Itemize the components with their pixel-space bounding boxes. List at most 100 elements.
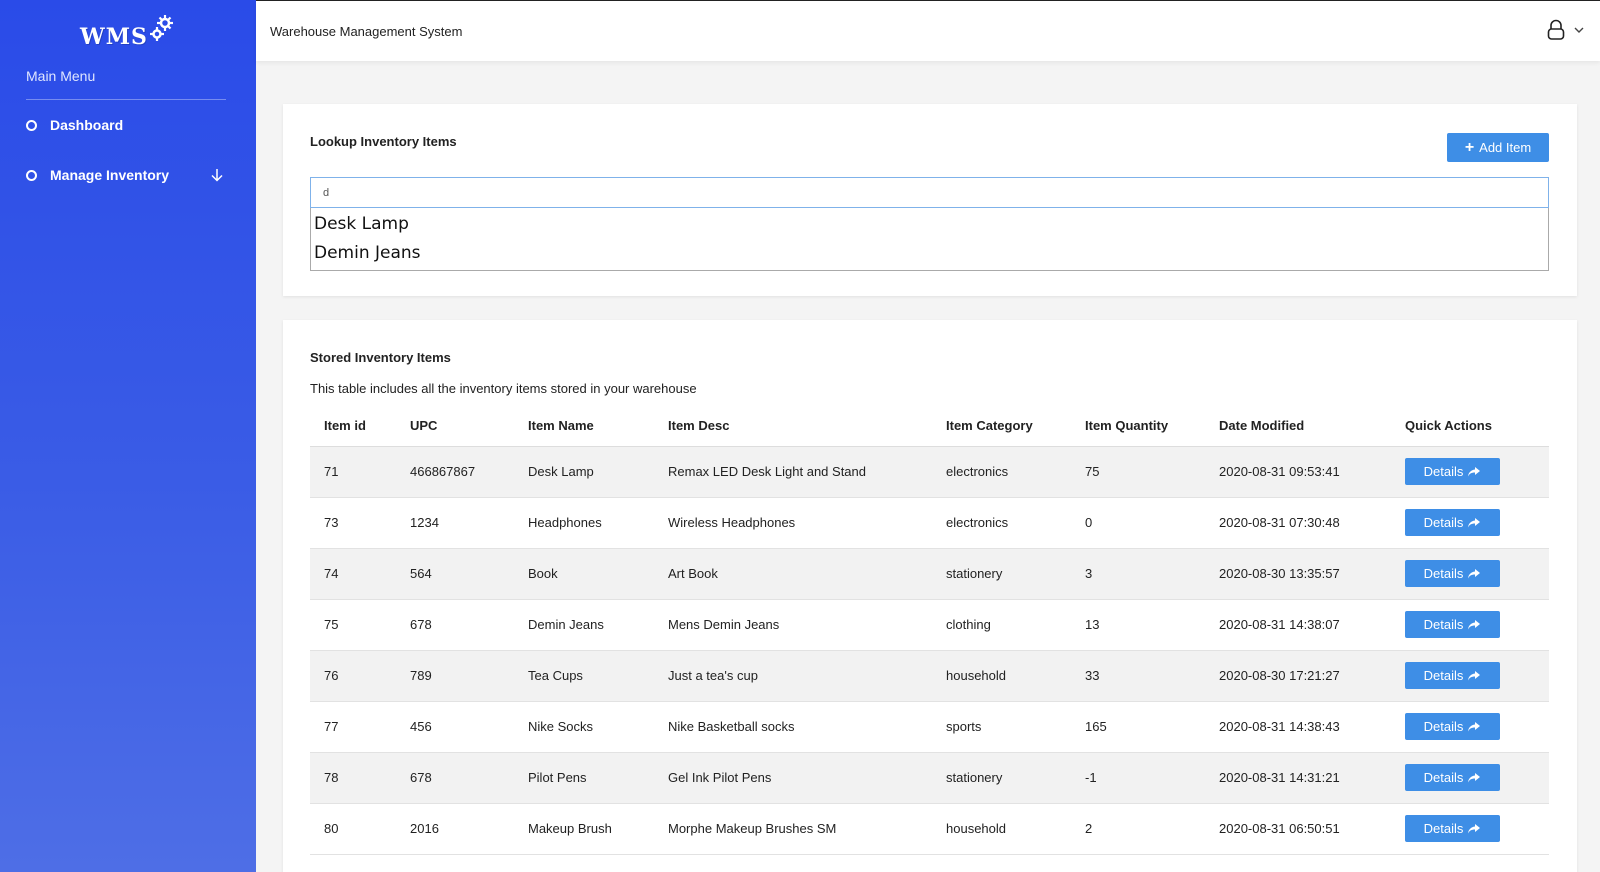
- cell-quick-actions: Details: [1391, 650, 1549, 702]
- circle-icon: [26, 119, 37, 131]
- details-button[interactable]: Details: [1405, 764, 1500, 791]
- col-header-item-name[interactable]: Item Name: [514, 406, 654, 447]
- cell-quick-actions: Details: [1391, 548, 1549, 600]
- details-label: Details: [1423, 668, 1464, 683]
- plus-icon: +: [1464, 138, 1475, 156]
- stored-card: Stored Inventory Items This table includ…: [283, 320, 1577, 872]
- cell-item-name: Tea Cups: [514, 650, 654, 702]
- cell-item-id: 76: [310, 650, 396, 702]
- sidebar-item-dashboard[interactable]: Dashboard: [26, 110, 226, 140]
- cell-upc: 1234: [396, 497, 514, 549]
- cell-upc: 789: [396, 650, 514, 702]
- details-button[interactable]: Details: [1405, 662, 1500, 689]
- cell-item-id: 77: [310, 701, 396, 753]
- col-header-item-quantity[interactable]: Item Quantity: [1071, 406, 1205, 447]
- details-label: Details: [1423, 515, 1464, 530]
- share-arrow-icon: [1468, 466, 1481, 476]
- logo-text: WMS: [80, 24, 148, 50]
- cell-item-id: 71: [310, 446, 396, 498]
- inventory-search-input[interactable]: [310, 177, 1549, 208]
- share-arrow-icon: [1468, 517, 1481, 527]
- cell-date-modified: 2020-08-31 09:53:41: [1205, 446, 1391, 498]
- top-bar: Warehouse Management System: [256, 0, 1600, 61]
- share-arrow-icon: [1468, 568, 1481, 578]
- cell-date-modified: 2020-08-31 14:31:21: [1205, 752, 1391, 804]
- cell-item-desc: Wireless Headphones: [654, 497, 932, 549]
- share-arrow-icon: [1468, 619, 1481, 629]
- cell-quick-actions: Details: [1391, 446, 1549, 498]
- inventory-table: Item id UPC Item Name Item Desc Item Cat…: [310, 406, 1549, 855]
- details-label: Details: [1423, 821, 1464, 836]
- table-row: 74 564 Book Art Book stationery 3 2020-08-30 1…: [310, 548, 1549, 600]
- cell-upc: 678: [396, 599, 514, 651]
- user-menu[interactable]: [1546, 19, 1586, 41]
- details-button[interactable]: Details: [1405, 815, 1500, 842]
- table-row: 71 466867867 Desk Lamp Remax LED Desk Light…: [310, 446, 1549, 498]
- chevron-down-icon: [1574, 27, 1584, 33]
- table-row: 80 2016 Makeup Brush Morphe Makeup Brushes …: [310, 803, 1549, 855]
- col-header-item-desc[interactable]: Item Desc: [654, 406, 932, 447]
- cell-item-desc: Morphe Makeup Brushes SM: [654, 803, 932, 855]
- stored-title: Stored Inventory Items: [310, 350, 451, 365]
- gears-icon: [150, 15, 173, 41]
- cell-upc: 466867867: [396, 446, 514, 498]
- cell-upc: 564: [396, 548, 514, 600]
- cell-item-desc: Remax LED Desk Light and Stand: [654, 446, 932, 498]
- cell-item-quantity: 3: [1071, 548, 1205, 600]
- cell-quick-actions: Details: [1391, 497, 1549, 549]
- wms-logo[interactable]: WMS: [78, 14, 178, 50]
- cell-item-id: 74: [310, 548, 396, 600]
- cell-quick-actions: Details: [1391, 599, 1549, 651]
- details-label: Details: [1423, 770, 1464, 785]
- cell-item-name: Nike Socks: [514, 701, 654, 753]
- cell-item-quantity: 33: [1071, 650, 1205, 702]
- cell-item-name: Makeup Brush: [514, 803, 654, 855]
- cell-item-id: 73: [310, 497, 396, 549]
- sidebar-item-manage-inventory[interactable]: Manage Inventory: [26, 160, 226, 190]
- lookup-card: Lookup Inventory Items + Add Item Desk L…: [283, 104, 1577, 296]
- share-arrow-icon: [1468, 670, 1481, 680]
- col-header-item-category[interactable]: Item Category: [932, 406, 1071, 447]
- cell-item-quantity: 2: [1071, 803, 1205, 855]
- cell-item-quantity: 75: [1071, 446, 1205, 498]
- details-button[interactable]: Details: [1405, 611, 1500, 638]
- user-lock-icon: [1547, 19, 1565, 40]
- details-label: Details: [1423, 566, 1464, 581]
- share-arrow-icon: [1468, 721, 1481, 731]
- cell-item-category: stationery: [932, 548, 1071, 600]
- cell-item-category: sports: [932, 701, 1071, 753]
- cell-item-quantity: 13: [1071, 599, 1205, 651]
- cell-item-desc: Just a tea's cup: [654, 650, 932, 702]
- col-header-quick-actions: Quick Actions: [1391, 406, 1549, 447]
- cell-date-modified: 2020-08-31 06:50:51: [1205, 803, 1391, 855]
- add-item-button[interactable]: + Add Item: [1447, 133, 1549, 162]
- cell-date-modified: 2020-08-31 14:38:43: [1205, 701, 1391, 753]
- circle-icon: [26, 169, 37, 181]
- details-button[interactable]: Details: [1405, 458, 1500, 485]
- share-arrow-icon: [1468, 772, 1481, 782]
- autocomplete-item[interactable]: Demin Jeans: [314, 243, 421, 263]
- cell-date-modified: 2020-08-30 17:21:27: [1205, 650, 1391, 702]
- col-header-item-id[interactable]: Item id: [310, 406, 396, 447]
- col-header-date-modified[interactable]: Date Modified: [1205, 406, 1391, 447]
- share-arrow-icon: [1468, 823, 1481, 833]
- cell-date-modified: 2020-08-31 14:38:07: [1205, 599, 1391, 651]
- details-button[interactable]: Details: [1405, 509, 1500, 536]
- cell-item-category: electronics: [932, 446, 1071, 498]
- details-label: Details: [1423, 719, 1464, 734]
- autocomplete-item[interactable]: Desk Lamp: [314, 214, 409, 234]
- cell-item-name: Pilot Pens: [514, 752, 654, 804]
- table-header-row: Item id UPC Item Name Item Desc Item Cat…: [310, 406, 1549, 447]
- details-button[interactable]: Details: [1405, 713, 1500, 740]
- cell-item-desc: Mens Demin Jeans: [654, 599, 932, 651]
- cell-item-desc: Gel Ink Pilot Pens: [654, 752, 932, 804]
- cell-item-category: electronics: [932, 497, 1071, 549]
- sidebar: WMS Main Menu Dashboard Manage Inventory: [0, 0, 256, 872]
- cell-item-desc: Art Book: [654, 548, 932, 600]
- col-header-upc[interactable]: UPC: [396, 406, 514, 447]
- cell-upc: 678: [396, 752, 514, 804]
- details-button[interactable]: Details: [1405, 560, 1500, 587]
- arrow-down-icon: [211, 169, 223, 182]
- main-menu-title: Main Menu: [26, 68, 96, 84]
- cell-quick-actions: Details: [1391, 752, 1549, 804]
